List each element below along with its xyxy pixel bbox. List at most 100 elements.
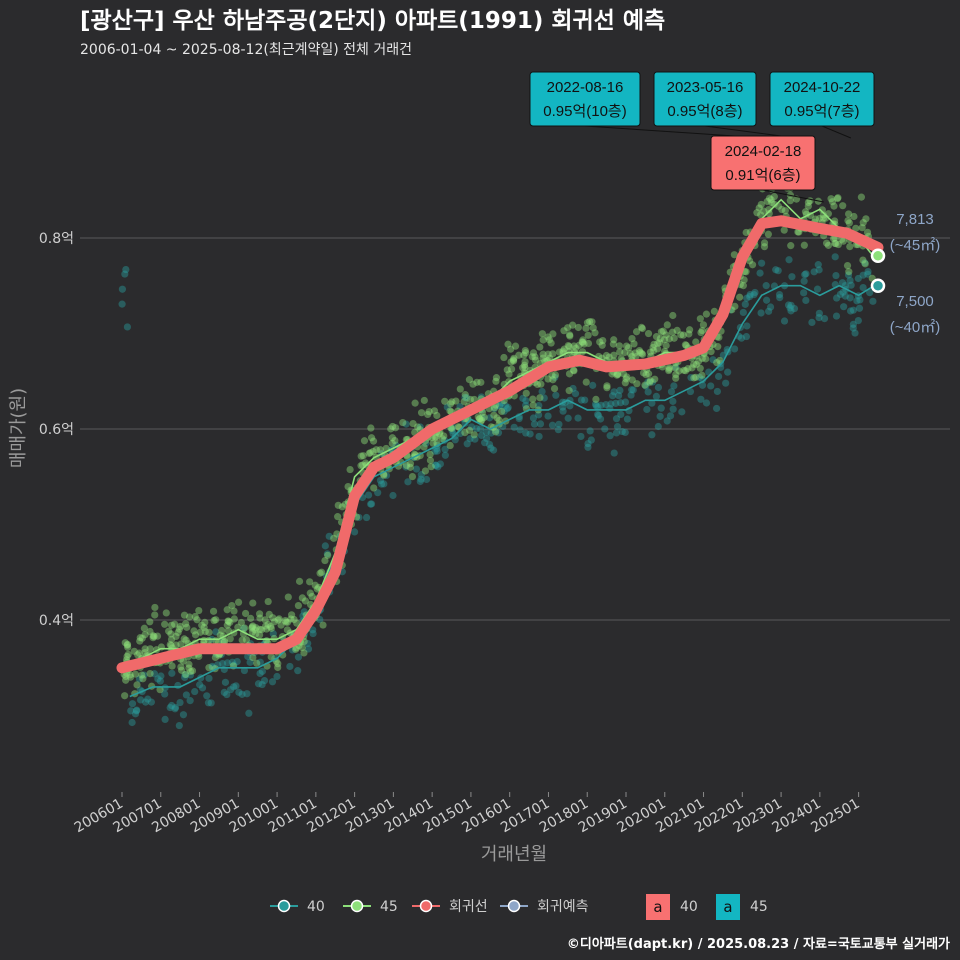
scatter-point [138, 671, 146, 679]
scatter-point [399, 418, 407, 427]
scatter-point [694, 357, 703, 365]
scatter-point [651, 375, 659, 383]
scatter-point [241, 609, 250, 618]
scatter-point [209, 607, 218, 615]
scatter-point [831, 239, 839, 248]
scatter-point [477, 378, 485, 386]
scatter-point [134, 651, 142, 659]
scatter-point [575, 341, 583, 349]
scatter-point [132, 707, 141, 715]
scatter-point [198, 684, 207, 692]
scatter-point [196, 681, 204, 689]
scatter-point [690, 374, 698, 382]
scatter-point [654, 339, 662, 347]
scatter-point [325, 532, 333, 540]
scatter-point [751, 288, 759, 297]
scatter-point [238, 636, 246, 644]
scatter-point [850, 212, 858, 221]
scatter-point [739, 282, 747, 290]
scatter-point [370, 484, 378, 492]
scatter-point [218, 659, 227, 668]
scatter-point [122, 672, 130, 681]
scatter-point [118, 285, 127, 293]
scatter-point [780, 317, 789, 325]
scatter-point [742, 228, 750, 237]
scatter-point [574, 323, 582, 332]
scatter-point [531, 353, 539, 361]
scatter-point [258, 667, 267, 675]
scatter-point [334, 513, 342, 521]
scatter-point [493, 414, 501, 422]
scatter-point [124, 643, 132, 651]
scatter-point [847, 281, 855, 289]
scatter-point [538, 330, 546, 338]
scatter-point [176, 698, 184, 707]
scatter-point [588, 318, 596, 326]
scatter-point [869, 297, 877, 305]
credit-text: ©디아파트(dapt.kr) / 2025.08.23 / 자료=국토교통부 실… [567, 936, 950, 952]
scatter-point [644, 329, 653, 338]
annotation-box [769, 71, 875, 127]
scatter-point [846, 294, 854, 302]
scatter-point [755, 204, 763, 212]
scatter-point [648, 431, 656, 439]
scatter-point [409, 419, 417, 428]
scatter-point [862, 215, 870, 223]
scatter-point [770, 193, 778, 201]
scatter-point [269, 630, 277, 638]
scatter-point [786, 197, 794, 205]
scatter-point [265, 610, 273, 619]
scatter-point [757, 211, 765, 219]
scatter-point [376, 476, 385, 485]
scatter-point [770, 200, 778, 208]
scatter-point [746, 290, 754, 299]
scatter-point [387, 425, 395, 433]
scatter-point [613, 371, 621, 379]
scatter-point [238, 690, 246, 698]
scatter-point [829, 234, 838, 243]
scatter-point [448, 424, 456, 433]
scatter-point [743, 322, 751, 330]
scatter-point [838, 279, 847, 287]
scatter-point [679, 331, 687, 339]
scatter-point [606, 432, 614, 440]
scatter-point [149, 632, 157, 640]
scatter-point [685, 330, 693, 338]
scatter-point [737, 334, 746, 342]
scatter-point [185, 664, 193, 672]
scatter-point [690, 360, 698, 368]
scatter-point [628, 352, 636, 361]
scatter-point [579, 336, 587, 344]
scatter-point [417, 409, 426, 417]
scatter-point [765, 205, 773, 214]
scatter-point [631, 349, 639, 357]
scatter-point [346, 465, 354, 474]
scatter-point [228, 658, 236, 666]
scatter-point [223, 621, 231, 629]
scatter-point [572, 344, 580, 352]
scatter-point [628, 386, 636, 394]
scatter-point [716, 356, 724, 365]
scatter-point [630, 340, 638, 348]
scatter-point [205, 664, 213, 672]
scatter-point [550, 385, 559, 393]
scatter-point [142, 698, 150, 706]
scatter-point [252, 630, 260, 638]
scatter-point [566, 332, 574, 340]
scatter-point [495, 402, 503, 410]
scatter-point [187, 667, 195, 675]
scatter-point [167, 630, 175, 638]
scatter-point [127, 707, 135, 715]
scatter-point [646, 378, 654, 386]
scatter-point [602, 401, 610, 409]
scatter-point [866, 289, 874, 297]
scatter-point [580, 340, 588, 348]
scatter-point [756, 269, 764, 277]
scatter-point [672, 363, 680, 371]
scatter-point [201, 618, 209, 626]
scatter-point [137, 696, 145, 704]
scatter-point [283, 626, 291, 634]
scatter-point [686, 326, 694, 334]
scatter-point [654, 383, 663, 392]
scatter-point [845, 210, 853, 218]
